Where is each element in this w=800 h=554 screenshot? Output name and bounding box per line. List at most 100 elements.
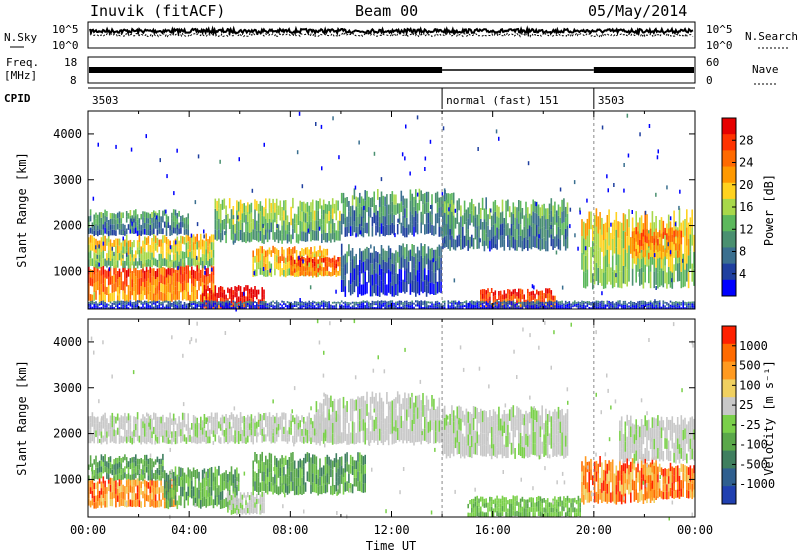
heatmap-cell	[315, 307, 318, 309]
heatmap-cell	[537, 227, 540, 239]
heatmap-cell	[234, 303, 236, 306]
heatmap-cell	[649, 235, 652, 243]
heatmap-cell	[145, 424, 148, 432]
heatmap-cell	[136, 412, 139, 420]
y-tick-label: 2000	[53, 219, 82, 233]
heatmap-cell	[109, 307, 112, 309]
heatmap-cell	[490, 215, 493, 227]
heatmap-cell	[496, 216, 498, 228]
heatmap-cell	[241, 509, 244, 515]
heatmap-cell	[232, 294, 235, 300]
heatmap-cell	[339, 266, 341, 272]
heatmap-cell	[145, 212, 148, 218]
heatmap-cell	[210, 234, 213, 243]
heatmap-cell	[210, 300, 213, 303]
heatmap-cell	[304, 232, 307, 242]
heatmap-cell	[89, 269, 92, 278]
heatmap-cell	[321, 300, 323, 303]
heatmap-cell	[312, 272, 314, 277]
heatmap-cell	[304, 267, 307, 272]
heatmap-cell	[676, 244, 679, 251]
heatmap-cell	[602, 302, 605, 305]
heatmap-cell	[359, 471, 361, 482]
heatmap-cell	[572, 301, 574, 304]
heatmap-cell	[360, 303, 363, 306]
heatmap-cell	[106, 216, 108, 223]
heatmap-cell	[207, 487, 209, 497]
heatmap-cell	[88, 416, 90, 423]
power-colorbar-label: Power [dB]	[762, 174, 776, 246]
heatmap-cell	[145, 290, 148, 300]
heatmap-cell	[125, 457, 128, 463]
heatmap-cell	[657, 304, 659, 307]
heatmap-cell	[120, 435, 123, 443]
heatmap-cell	[402, 205, 404, 216]
heatmap-cell	[386, 284, 388, 296]
heatmap-cell	[597, 250, 599, 268]
heatmap-cell	[398, 302, 401, 305]
heatmap-cell	[109, 301, 112, 304]
heatmap-cell	[590, 264, 592, 283]
heatmap-cell	[109, 218, 112, 225]
heatmap-cell	[664, 230, 666, 249]
heatmap-cell	[485, 307, 487, 309]
heatmap-cell	[135, 293, 137, 302]
heatmap-cell	[489, 296, 491, 301]
heatmap-cell	[140, 418, 142, 426]
heatmap-cell	[207, 300, 209, 303]
heatmap-cell	[268, 452, 271, 463]
heatmap-cell	[245, 495, 247, 501]
heatmap-cell	[109, 491, 112, 499]
heatmap-cell	[115, 238, 117, 246]
heatmap-cell	[145, 437, 148, 445]
heatmap-cell	[355, 301, 357, 304]
heatmap-cell	[232, 421, 235, 429]
heatmap-cell	[306, 306, 309, 309]
heatmap-cell	[149, 463, 151, 469]
heatmap-speckle	[429, 139, 432, 144]
heatmap-cell	[293, 469, 296, 478]
heatmap-cell	[660, 306, 663, 309]
heatmap-cell	[250, 303, 253, 306]
heatmap-cell	[124, 472, 126, 479]
heatmap-cell	[476, 302, 478, 305]
heatmap-cell	[293, 303, 296, 305]
heatmap-cell	[214, 476, 217, 486]
heatmap-cell	[225, 497, 227, 507]
heatmap-cell	[566, 307, 569, 309]
heatmap-cell	[424, 244, 426, 256]
heatmap-cell	[138, 270, 141, 279]
heatmap-speckle	[159, 158, 161, 163]
heatmap-cell	[201, 253, 204, 261]
heatmap-cell	[153, 487, 155, 494]
heatmap-cell	[340, 213, 343, 225]
heatmap-cell	[539, 307, 542, 309]
heatmap-cell	[519, 200, 522, 213]
heatmap-cell	[375, 205, 377, 216]
heatmap-cell	[122, 491, 124, 499]
heatmap-cell	[449, 307, 451, 309]
heatmap-cell	[209, 236, 211, 244]
heatmap-cell	[360, 305, 363, 308]
heatmap-cell	[451, 304, 453, 307]
heatmap-cell	[297, 270, 300, 276]
heatmap-cell	[525, 236, 527, 248]
heatmap-cell	[88, 274, 90, 284]
heatmap-cell	[243, 302, 245, 304]
heatmap-cell	[669, 254, 672, 272]
heatmap-cell	[180, 486, 182, 497]
heatmap-cell	[162, 235, 164, 243]
heatmap-cell	[633, 307, 636, 309]
heatmap-cell	[207, 302, 209, 305]
heatmap-cell	[145, 454, 148, 461]
heatmap-cell	[174, 278, 177, 287]
heatmap-cell	[118, 293, 121, 303]
heatmap-cell	[312, 267, 314, 273]
heatmap-cell	[115, 264, 117, 274]
heatmap-cell	[174, 466, 177, 476]
heatmap-cell	[342, 213, 345, 225]
heatmap-cell	[163, 306, 166, 309]
heatmap-cell	[243, 307, 245, 309]
heatmap-cell	[451, 235, 453, 248]
heatmap-cell	[153, 276, 155, 285]
